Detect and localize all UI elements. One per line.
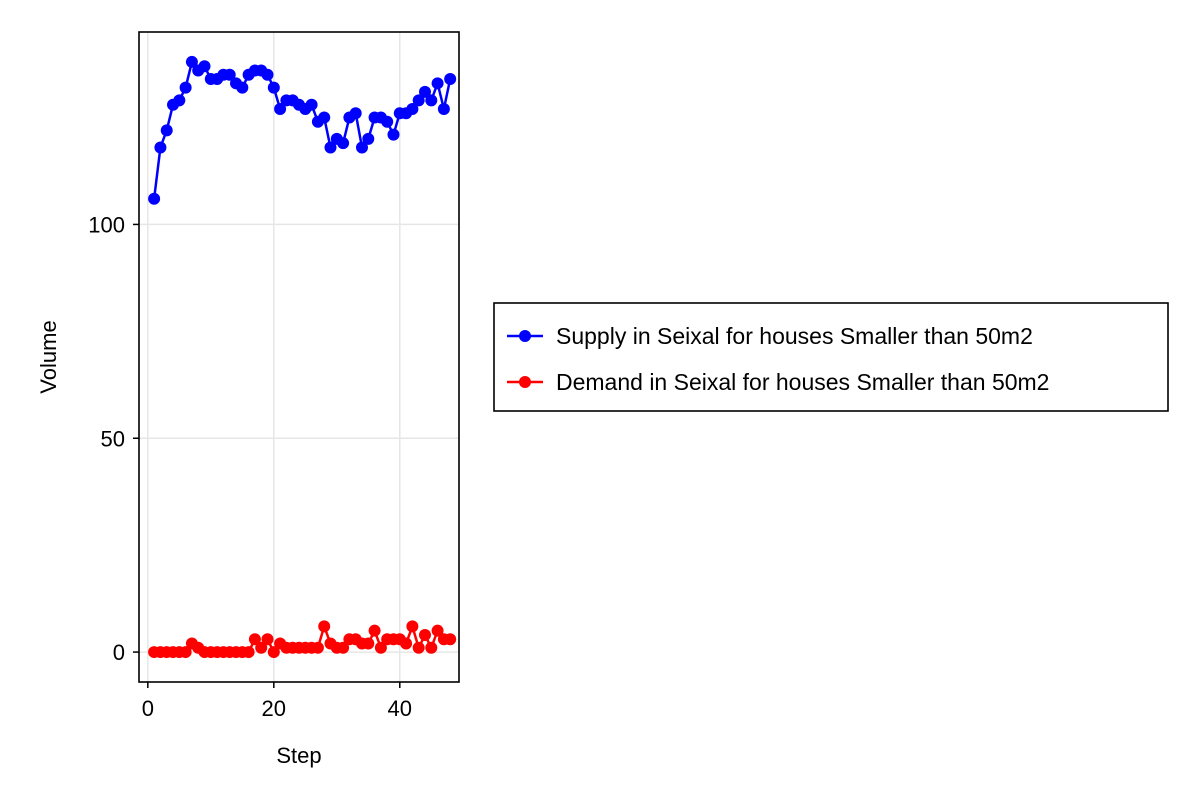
data-point <box>349 107 362 120</box>
legend-swatch-marker <box>519 330 531 342</box>
data-point <box>305 98 318 111</box>
data-point <box>355 141 368 154</box>
legend-swatch-marker <box>519 376 531 388</box>
data-point <box>337 137 350 150</box>
data-point <box>179 646 192 659</box>
data-point <box>179 81 192 94</box>
data-point <box>318 111 331 124</box>
data-point <box>387 128 400 141</box>
x-axis-title: Step <box>276 743 321 768</box>
y-axis-title: Volume <box>36 320 61 393</box>
data-point <box>431 624 444 637</box>
data-point <box>400 637 413 650</box>
data-point <box>362 132 375 145</box>
data-point <box>406 102 419 115</box>
legend-label: Supply in Seixal for houses Smaller than… <box>556 323 1033 349</box>
data-point <box>154 141 167 154</box>
data-point <box>318 620 331 633</box>
data-point <box>274 102 287 115</box>
data-point <box>324 141 337 154</box>
data-point <box>425 641 438 654</box>
data-point <box>248 633 261 646</box>
plot-frame <box>138 31 460 683</box>
data-point <box>267 81 280 94</box>
legend-box <box>493 302 1169 412</box>
y-tick-label: 0 <box>113 640 125 665</box>
data-point <box>437 102 450 115</box>
data-point <box>368 624 381 637</box>
data-point <box>267 646 280 659</box>
axis-ticks: 0 20 40 0 50 100 <box>88 212 412 721</box>
legend: Supply in Seixal for houses Smaller than… <box>493 302 1169 412</box>
y-tick-label: 50 <box>101 426 125 451</box>
data-point <box>261 68 274 81</box>
data-point <box>406 620 419 633</box>
x-tick-label: 0 <box>142 696 154 721</box>
data-point <box>311 641 324 654</box>
data-point <box>418 628 431 641</box>
x-tick-label: 40 <box>388 696 412 721</box>
data-point <box>374 641 387 654</box>
y-tick-label: 100 <box>88 212 125 237</box>
data-point <box>381 115 394 128</box>
grid-lines <box>139 32 459 682</box>
data-point <box>431 77 444 90</box>
data-point <box>242 646 255 659</box>
data-point <box>236 81 249 94</box>
data-point <box>362 637 375 650</box>
data-point <box>444 73 457 86</box>
series-supply <box>148 55 457 205</box>
data-point <box>173 94 186 107</box>
series-layer <box>148 55 457 659</box>
data-point <box>148 192 161 205</box>
data-point <box>223 68 236 81</box>
data-point <box>185 55 198 68</box>
data-point <box>412 94 425 107</box>
legend-label: Demand in Seixal for houses Smaller than… <box>556 369 1049 395</box>
data-point <box>337 641 350 654</box>
data-point <box>261 633 274 646</box>
data-point <box>444 633 457 646</box>
data-point <box>160 124 173 137</box>
data-point <box>198 60 211 73</box>
data-point <box>412 641 425 654</box>
data-point <box>418 85 431 98</box>
x-tick-label: 20 <box>262 696 286 721</box>
data-point <box>425 94 438 107</box>
data-point <box>255 641 268 654</box>
series-demand <box>148 620 457 659</box>
